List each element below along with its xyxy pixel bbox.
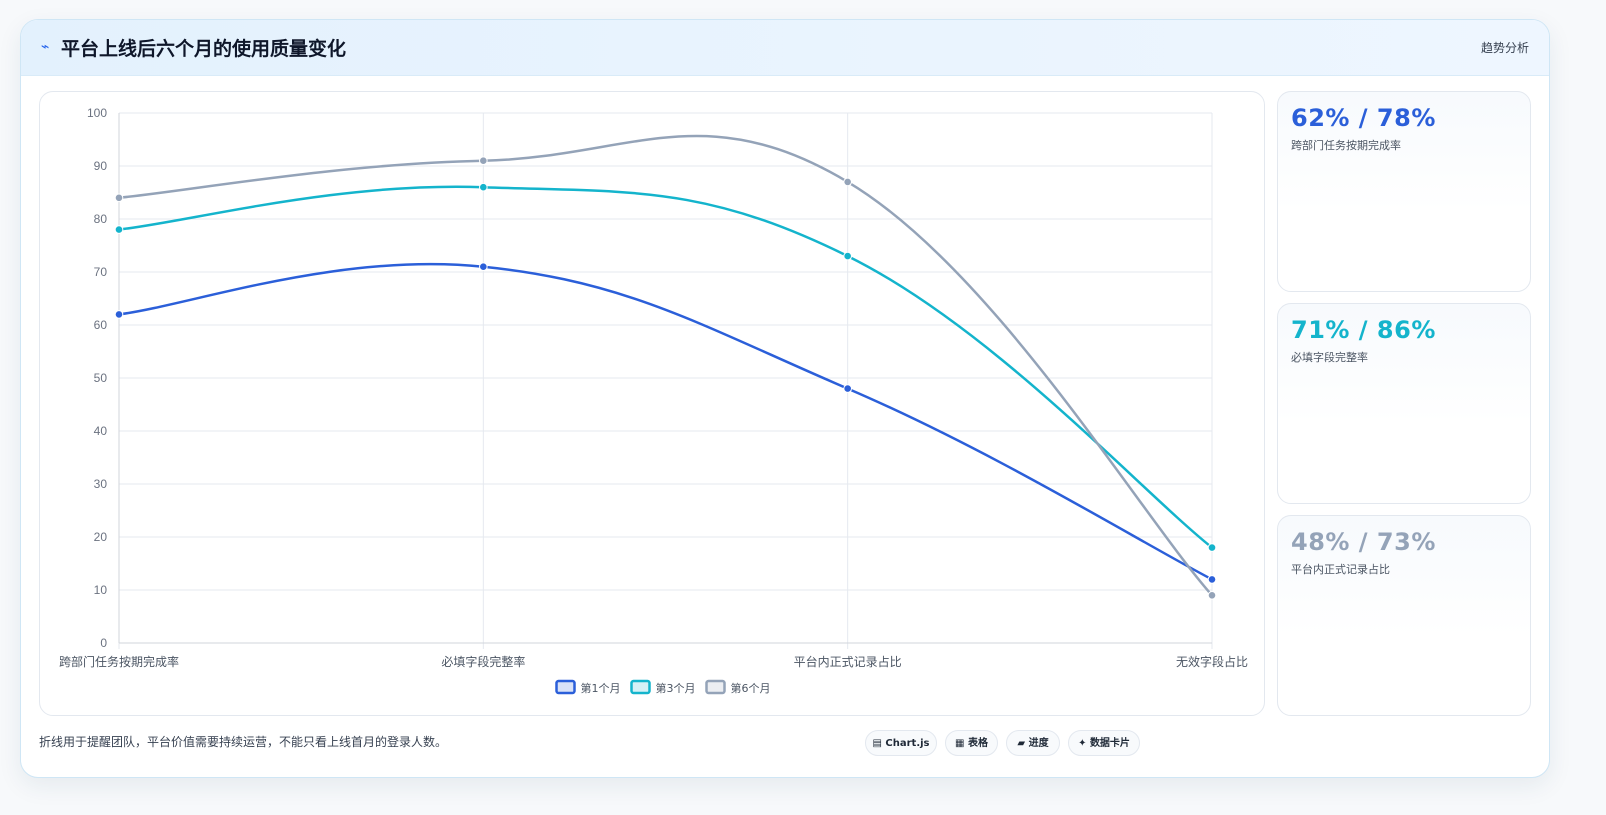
y-tick-label: 10 bbox=[94, 583, 108, 597]
chart-legend: 第1个月 第3个月 第6个月 bbox=[555, 679, 771, 695]
stat-label: 跨部门任务按期完成率 bbox=[1291, 139, 1401, 152]
legend-swatch bbox=[630, 679, 651, 695]
stat-value: 62% / 78% bbox=[1291, 104, 1436, 132]
table-button[interactable]: ▦ 表格 bbox=[945, 730, 998, 756]
trend-icon: ⌁ bbox=[41, 39, 50, 55]
stat-card-completeness: 71% / 86% 必填字段完整率 bbox=[1277, 303, 1531, 504]
y-tick-label: 70 bbox=[94, 265, 108, 279]
x-tick-label: 平台内正式记录占比 bbox=[794, 654, 902, 669]
pill-label: 表格 bbox=[967, 738, 988, 749]
chart-panel: 0 10 20 30 40 50 60 70 80 90 100 跨部门任务按期完成率 必填字段完整率 平… bbox=[39, 91, 1265, 716]
chart-card: ⌁ 平台上线后六个月的使用质量变化 趋势分析 0 10 20 30 40 50 60 70 80… bbox=[20, 19, 1550, 778]
legend-swatch bbox=[705, 679, 726, 695]
x-tick-label: 必填字段完整率 bbox=[441, 654, 525, 669]
y-tick-label: 20 bbox=[94, 530, 108, 544]
data-card-button[interactable]: ✦ 数据卡片 bbox=[1068, 730, 1140, 756]
data-point bbox=[1207, 591, 1217, 600]
data-point bbox=[479, 262, 488, 271]
x-tick-label: 无效字段占比 bbox=[1176, 654, 1248, 669]
chart-icon: ▤ bbox=[872, 738, 882, 749]
legend-label: 第6个月 bbox=[731, 681, 771, 695]
progress-icon: ▰ bbox=[1017, 738, 1026, 749]
y-tick-label: 80 bbox=[94, 212, 108, 226]
stat-value: 71% / 86% bbox=[1291, 316, 1436, 344]
legend-label: 第1个月 bbox=[581, 681, 621, 695]
data-point bbox=[1207, 575, 1217, 584]
series-line-3 bbox=[118, 134, 1213, 597]
stat-label: 必填字段完整率 bbox=[1291, 351, 1368, 364]
series-line-1 bbox=[118, 262, 1213, 581]
table-icon: ▦ bbox=[955, 738, 965, 749]
data-point bbox=[114, 193, 124, 203]
y-tick-label: 60 bbox=[94, 318, 108, 332]
x-tick-label: 跨部门任务按期完成率 bbox=[59, 654, 179, 669]
pill-label: Chart.js bbox=[885, 738, 930, 749]
axes: 0 10 20 30 40 50 60 70 80 90 100 跨部门任务按期完成率 必填字段完整率 平… bbox=[59, 106, 1248, 669]
series-lines bbox=[114, 134, 1217, 600]
line-chart: 0 10 20 30 40 50 60 70 80 90 100 跨部门任务按期完成率 必填字段完整率 平… bbox=[59, 106, 1248, 695]
legend-label: 第3个月 bbox=[656, 681, 696, 695]
pill-label: 进度 bbox=[1028, 738, 1049, 749]
data-point bbox=[114, 310, 124, 319]
y-tick-label: 100 bbox=[87, 106, 107, 120]
trend-analysis-tag: 趋势分析 bbox=[1480, 41, 1529, 55]
sparkle-icon: ✦ bbox=[1078, 738, 1087, 749]
data-point bbox=[1207, 543, 1217, 552]
data-point bbox=[114, 225, 124, 234]
data-point bbox=[479, 182, 488, 192]
stat-card-ontime: 62% / 78% 跨部门任务按期完成率 bbox=[1277, 91, 1531, 292]
series-line-2 bbox=[118, 185, 1213, 549]
data-point bbox=[843, 177, 852, 187]
y-tick-label: 0 bbox=[100, 636, 107, 650]
y-tick-label: 50 bbox=[94, 371, 108, 385]
stat-value: 48% / 73% bbox=[1291, 528, 1436, 556]
chartjs-button[interactable]: ▤ Chart.js bbox=[865, 730, 937, 756]
data-point bbox=[479, 156, 488, 165]
data-point bbox=[843, 384, 852, 393]
legend-swatch bbox=[555, 679, 576, 695]
data-point bbox=[843, 251, 852, 261]
grid-lines bbox=[118, 112, 1213, 649]
pill-label: 数据卡片 bbox=[1089, 738, 1130, 749]
y-tick-label: 90 bbox=[94, 159, 108, 173]
footer-note: 折线用于提醒团队，平台价值需要持续运营，不能只看上线首月的登录人数。 bbox=[39, 735, 448, 749]
card-header: ⌁ 平台上线后六个月的使用质量变化 趋势分析 bbox=[21, 20, 1549, 76]
page-title: 平台上线后六个月的使用质量变化 bbox=[61, 38, 347, 60]
progress-button[interactable]: ▰ 进度 bbox=[1006, 730, 1060, 756]
y-tick-label: 30 bbox=[94, 477, 108, 491]
stat-label: 平台内正式记录占比 bbox=[1291, 563, 1390, 576]
y-tick-label: 40 bbox=[94, 424, 108, 438]
stat-card-formal-records: 48% / 73% 平台内正式记录占比 bbox=[1277, 515, 1531, 716]
